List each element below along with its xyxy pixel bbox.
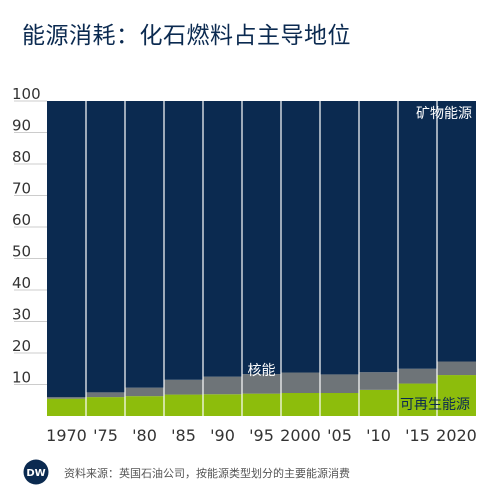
bar-renewable — [398, 383, 437, 416]
bar-fossil — [359, 101, 398, 373]
bar-fossil — [398, 101, 437, 369]
bar-nuclear — [203, 376, 242, 395]
x-tick-label: '10 — [366, 426, 391, 445]
bar-renewable — [359, 389, 398, 416]
series-label-renewable: 可再生能源 — [400, 397, 470, 413]
bar-fossil — [86, 101, 125, 393]
y-tick-label: 20 — [12, 337, 31, 355]
bar-nuclear — [86, 392, 125, 398]
bar-renewable — [203, 394, 242, 416]
bar-nuclear — [320, 374, 359, 394]
bar-nuclear — [281, 372, 320, 394]
bar-renewable — [86, 397, 125, 416]
chart-title: 能源消耗：化石燃料占主导地位 — [22, 23, 351, 49]
bar-nuclear — [359, 372, 398, 390]
x-tick-label: 2000 — [280, 426, 321, 445]
bar-fossil — [47, 101, 86, 398]
bar-fossil — [281, 101, 320, 373]
dw-logo-circle — [23, 459, 49, 485]
bars — [47, 101, 476, 416]
series-label-fossil: 矿物能源 — [416, 106, 472, 122]
x-tick-label: '85 — [171, 426, 196, 445]
bar-fossil — [242, 101, 281, 375]
gridlines — [14, 100, 47, 385]
y-tick-label: 30 — [12, 306, 31, 324]
bar-fossil — [203, 101, 242, 377]
bar-fossil — [125, 101, 164, 388]
bar-nuclear — [437, 361, 476, 376]
bar-nuclear — [398, 368, 437, 384]
y-axis-ticks: 10 20 30 40 50 60 70 80 90 100 — [12, 85, 41, 387]
bar-fossil — [437, 101, 476, 362]
x-tick-label: '75 — [93, 426, 118, 445]
x-tick-label: 1970 — [46, 426, 87, 445]
y-tick-label: 100 — [12, 85, 41, 103]
bar-nuclear — [164, 379, 203, 395]
x-tick-label: '15 — [405, 426, 430, 445]
bar-renewable — [281, 393, 320, 416]
bar-renewable — [125, 396, 164, 416]
x-tick-label: '90 — [210, 426, 235, 445]
bar-nuclear — [125, 387, 164, 397]
dw-logo-text: DW — [26, 468, 45, 479]
x-tick-label: 2020 — [436, 426, 477, 445]
bar-renewable — [242, 393, 281, 416]
y-tick-label: 10 — [12, 369, 31, 387]
bar-renewable — [47, 398, 86, 416]
x-tick-label: '95 — [249, 426, 274, 445]
bar-nuclear — [47, 397, 86, 399]
y-tick-label: 80 — [12, 148, 31, 166]
series-label-nuclear: 核能 — [248, 363, 276, 379]
x-tick-label: '80 — [132, 426, 157, 445]
bar-nuclear — [242, 374, 281, 394]
bar-fossil — [164, 101, 203, 380]
bar-renewable — [320, 393, 359, 416]
source-note: 资料来源：英国石油公司，按能源类型划分的主要能源消费 — [64, 467, 350, 480]
bar-fossil — [320, 101, 359, 375]
y-tick-label: 60 — [12, 211, 31, 229]
y-tick-label: 40 — [12, 274, 31, 292]
bar-renewable — [164, 394, 203, 416]
dw-logo: DW — [23, 459, 49, 485]
x-axis-ticks: 1970 '75 '80 '85 '90 '95 2000 '05 '10 '15 2020 — [46, 426, 477, 445]
x-tick-label: '05 — [327, 426, 352, 445]
y-tick-label: 70 — [12, 180, 31, 198]
bar-renewable — [437, 375, 476, 416]
y-tick-label: 50 — [12, 243, 31, 261]
y-tick-label: 90 — [12, 117, 31, 135]
